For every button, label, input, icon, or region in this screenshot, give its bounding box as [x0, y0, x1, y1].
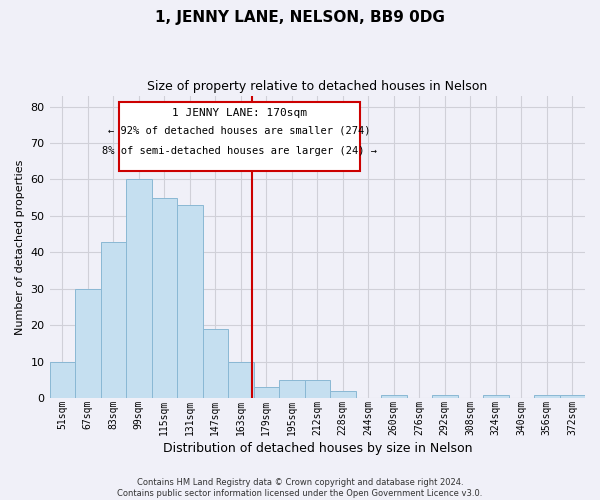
Bar	[228, 362, 254, 399]
Bar	[50, 362, 75, 399]
Bar	[305, 380, 330, 398]
Bar	[203, 329, 228, 398]
Bar	[254, 388, 279, 398]
Y-axis label: Number of detached properties: Number of detached properties	[15, 160, 25, 334]
Bar	[75, 289, 101, 399]
Bar	[177, 205, 203, 398]
FancyBboxPatch shape	[119, 102, 360, 172]
Bar	[560, 395, 585, 398]
Bar	[152, 198, 177, 398]
Bar	[330, 391, 356, 398]
Bar	[432, 395, 458, 398]
Text: 1 JENNY LANE: 170sqm: 1 JENNY LANE: 170sqm	[172, 108, 307, 118]
Bar	[126, 180, 152, 398]
Bar	[101, 242, 126, 398]
Title: Size of property relative to detached houses in Nelson: Size of property relative to detached ho…	[147, 80, 487, 93]
Bar	[279, 380, 305, 398]
X-axis label: Distribution of detached houses by size in Nelson: Distribution of detached houses by size …	[163, 442, 472, 455]
Text: ← 92% of detached houses are smaller (274): ← 92% of detached houses are smaller (27…	[109, 126, 371, 136]
Text: 1, JENNY LANE, NELSON, BB9 0DG: 1, JENNY LANE, NELSON, BB9 0DG	[155, 10, 445, 25]
Text: Contains HM Land Registry data © Crown copyright and database right 2024.
Contai: Contains HM Land Registry data © Crown c…	[118, 478, 482, 498]
Text: 8% of semi-detached houses are larger (24) →: 8% of semi-detached houses are larger (2…	[102, 146, 377, 156]
Bar	[534, 395, 560, 398]
Bar	[483, 395, 509, 398]
Bar	[381, 395, 407, 398]
